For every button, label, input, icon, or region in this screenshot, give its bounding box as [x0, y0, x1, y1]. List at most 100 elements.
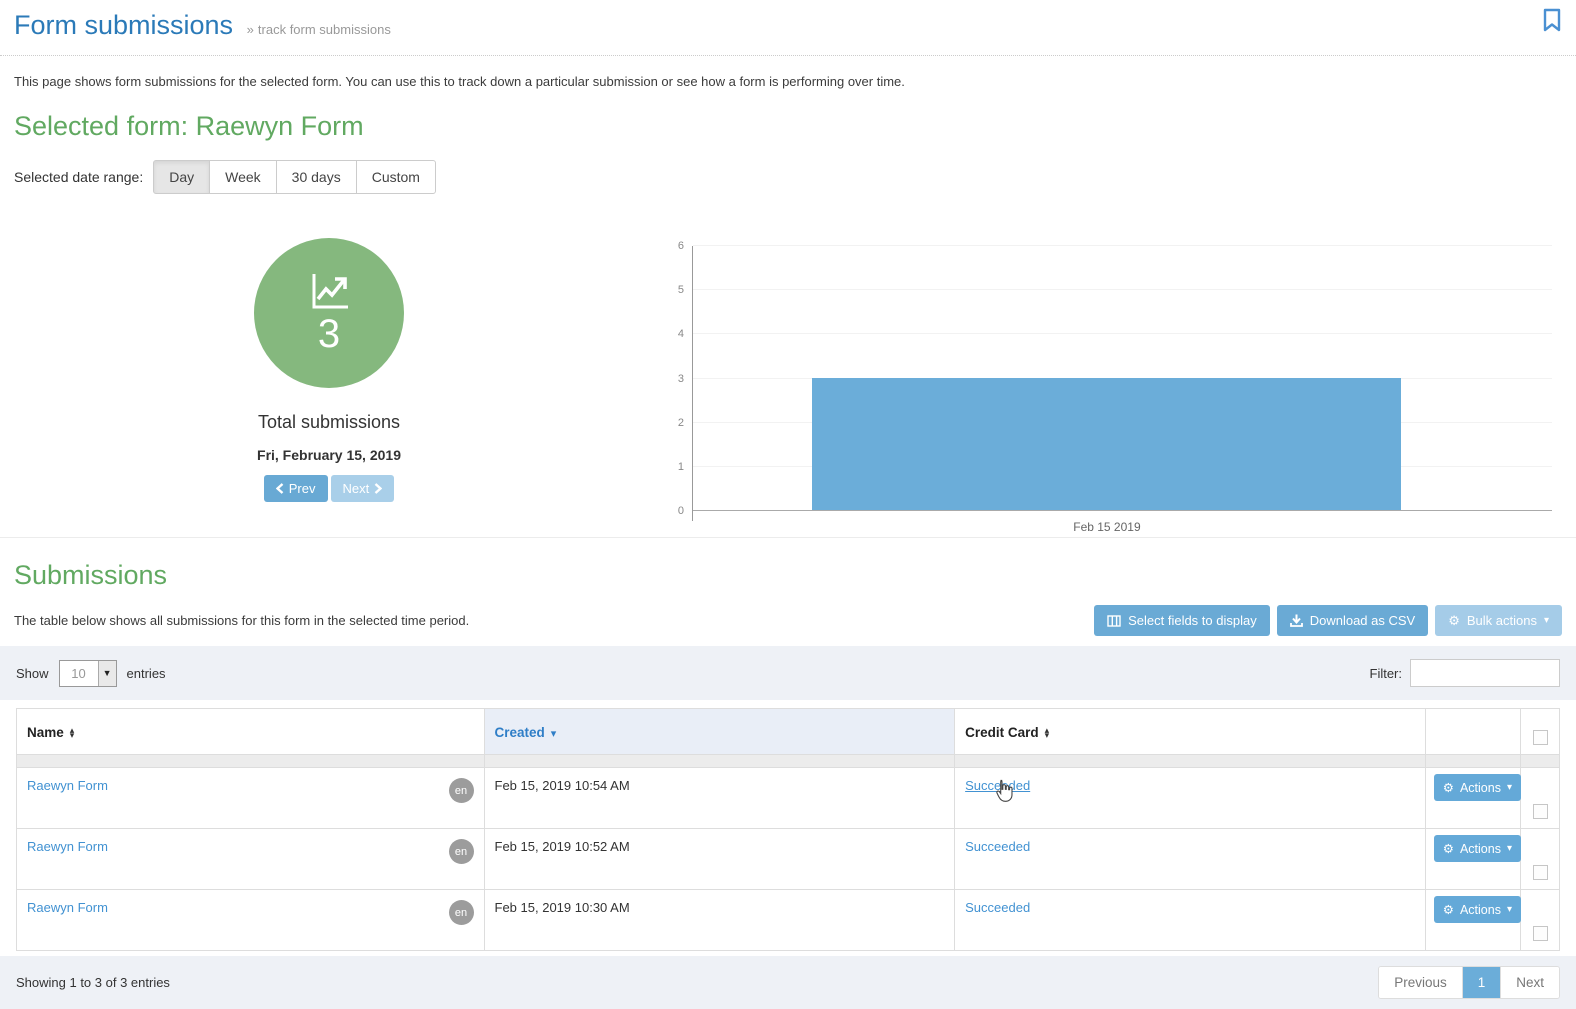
date-range-day-button[interactable]: Day [153, 160, 211, 194]
download-csv-button[interactable]: Download as CSV [1276, 605, 1429, 636]
bulk-actions-button[interactable]: ⚙ Bulk actions ▾ [1435, 605, 1562, 636]
show-label: Show [16, 665, 49, 681]
table-row: Raewyn Form en Feb 15, 2019 10:54 AM Suc… [16, 767, 1560, 829]
row-actions-button[interactable]: ⚙ Actions ▾ [1433, 835, 1521, 862]
pagination-next-button[interactable]: Next [1500, 967, 1559, 998]
credit-card-status-link[interactable]: Succeeded [965, 778, 1031, 793]
pagination-previous-button[interactable]: Previous [1379, 967, 1462, 998]
sort-icon: ▴ ▾ [69, 725, 75, 741]
language-badge: en [448, 778, 474, 803]
entries-select[interactable]: 10 ▼ [58, 659, 117, 687]
page-title: Form submissions [14, 10, 234, 40]
table-toolbar: Show 10 ▼ entries Filter: [0, 646, 1576, 700]
y-tick-label: 2 [677, 416, 684, 429]
table-footer: Showing 1 to 3 of 3 entries Previous 1 N… [0, 956, 1576, 1009]
caret-down-icon: ▾ [1543, 614, 1549, 626]
form-name-link[interactable]: Raewyn Form [27, 778, 108, 793]
created-cell: Feb 15, 2019 10:30 AM [483, 889, 956, 951]
caret-down-icon: ▾ [1506, 842, 1512, 854]
breadcrumb-arrow-icon: » [246, 22, 254, 37]
entries-summary: Showing 1 to 3 of 3 entries [16, 975, 170, 990]
gear-icon: ⚙ [1442, 781, 1454, 795]
y-tick-label: 1 [677, 460, 684, 473]
next-day-button[interactable]: Next [330, 475, 395, 502]
chevron-right-icon [374, 483, 383, 494]
column-header-created[interactable]: Created ▾ [483, 708, 956, 755]
submissions-desc-row: The table below shows all submissions fo… [0, 605, 1576, 636]
total-submissions-label: Total submissions [257, 412, 401, 432]
row-checkbox[interactable] [1532, 865, 1548, 880]
form-name-link[interactable]: Raewyn Form [27, 900, 108, 915]
table-row: Raewyn Form en Feb 15, 2019 10:30 AM Suc… [16, 889, 1560, 951]
entries-label: entries [126, 665, 166, 681]
table-action-buttons: Select fields to display Download as CSV… [1094, 605, 1562, 636]
header-spacer-row [16, 754, 1560, 768]
submissions-description: The table below shows all submissions fo… [14, 613, 470, 628]
chart-plot: 0 1 2 3 4 5 6 Feb 15 2019 [678, 240, 1552, 534]
summary-panel: 3 Total submissions Fri, February 15, 20… [14, 234, 644, 511]
sort-icon: ▴ ▾ [1044, 725, 1050, 741]
select-all-checkbox[interactable] [1532, 730, 1548, 745]
chevron-left-icon [275, 483, 284, 494]
stats-section: 3 Total submissions Fri, February 15, 20… [0, 234, 1576, 534]
created-cell: Feb 15, 2019 10:54 AM [483, 767, 956, 829]
date-range-30days-button[interactable]: 30 days [275, 160, 357, 194]
table-header-row: Name ▴ ▾ Created ▾ Credit Card ▴ ▾ [16, 708, 1560, 755]
y-tick-label: 4 [677, 328, 684, 341]
gear-icon: ⚙ [1442, 903, 1454, 917]
column-header-actions [1424, 708, 1522, 755]
date-range-group: Day Week 30 days Custom [153, 160, 436, 194]
y-tick-label: 0 [677, 505, 684, 517]
columns-icon [1107, 614, 1121, 627]
section-divider [0, 537, 1576, 538]
filter-group: Filter: [1370, 659, 1560, 687]
language-badge: en [448, 900, 474, 925]
gridline [693, 289, 1552, 291]
selected-date: Fri, February 15, 2019 [257, 447, 401, 463]
row-checkbox[interactable] [1532, 926, 1548, 941]
filter-input[interactable] [1410, 659, 1560, 687]
date-range-label: Selected date range: [14, 169, 144, 185]
select-fields-button[interactable]: Select fields to display [1094, 605, 1270, 636]
submissions-table: Name ▴ ▾ Created ▾ Credit Card ▴ ▾ Raewyn For… [16, 708, 1560, 951]
credit-card-status-link[interactable]: Succeeded [965, 839, 1031, 854]
total-submissions-circle: 3 [254, 238, 404, 388]
page-description: This page shows form submissions for the… [14, 74, 905, 89]
selected-form-heading: Selected form: Raewyn Form [14, 111, 364, 141]
pagination-page-1-button[interactable]: 1 [1461, 967, 1501, 998]
select-arrow-icon: ▼ [97, 660, 116, 686]
form-name-link[interactable]: Raewyn Form [27, 839, 108, 854]
column-header-name[interactable]: Name ▴ ▾ [16, 708, 485, 755]
y-tick-label: 3 [677, 372, 684, 385]
date-range-row: Selected date range: Day Week 30 days Cu… [0, 160, 1576, 194]
gear-icon: ⚙ [1448, 613, 1460, 628]
column-header-credit-card[interactable]: Credit Card ▴ ▾ [954, 708, 1426, 755]
x-axis-baseline [693, 510, 1552, 511]
row-actions-button[interactable]: ⚙ Actions ▾ [1433, 896, 1521, 923]
row-checkbox[interactable] [1532, 804, 1548, 819]
credit-card-status-link[interactable]: Succeeded [965, 900, 1031, 915]
language-badge: en [448, 839, 474, 864]
sort-desc-icon: ▾ [550, 727, 557, 740]
caret-down-icon: ▾ [1506, 903, 1512, 915]
submissions-chart: 0 1 2 3 4 5 6 Feb 15 2019 [644, 234, 1562, 534]
row-actions-button[interactable]: ⚙ Actions ▾ [1433, 774, 1521, 801]
gridline [693, 245, 1552, 246]
breadcrumb: » track form submissions [247, 22, 391, 37]
x-tick-label: Feb 15 2019 [1073, 520, 1141, 534]
date-range-week-button[interactable]: Week [209, 160, 277, 194]
submissions-bar [812, 377, 1402, 510]
y-axis-line [692, 246, 693, 521]
download-icon [1289, 614, 1303, 627]
submissions-heading: Submissions [14, 560, 168, 590]
created-cell: Feb 15, 2019 10:52 AM [483, 828, 956, 890]
gear-icon: ⚙ [1442, 842, 1454, 856]
prev-day-button[interactable]: Prev [263, 475, 328, 502]
date-range-custom-button[interactable]: Custom [355, 160, 436, 194]
caret-down-icon: ▾ [1506, 781, 1512, 793]
y-tick-label: 5 [677, 284, 684, 297]
gridline [693, 333, 1552, 335]
day-nav: Prev Next [263, 475, 395, 502]
bookmark-icon[interactable] [1542, 8, 1562, 32]
breadcrumb-label: track form submissions [257, 22, 391, 37]
